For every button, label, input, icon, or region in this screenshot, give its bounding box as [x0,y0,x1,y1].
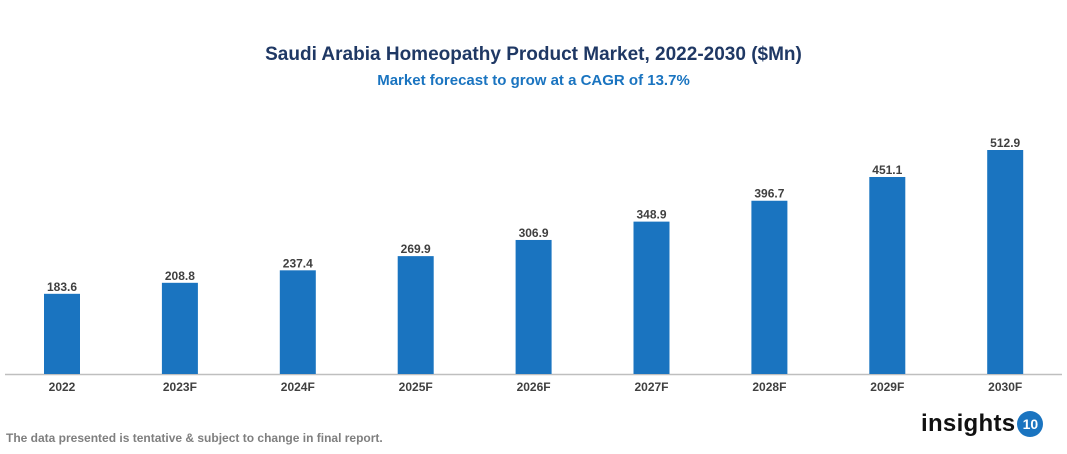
x-tick-label: 2030F [988,380,1022,394]
x-tick-label: 2026F [517,380,551,394]
insights10-logo: insights 10 [921,410,1044,438]
bar-2023F [161,282,198,374]
bar-2026F [515,239,552,374]
x-tick-label: 2028F [752,380,786,394]
bar-2029F [869,176,906,374]
bar-2030F [987,150,1024,374]
chart-subtitle: Market forecast to grow at a CAGR of 13.… [377,72,690,89]
footnote: The data presented is tentative & subjec… [6,431,383,445]
x-tick-label: 2022 [49,380,76,394]
x-tick-label: 2029F [870,380,904,394]
x-tick-label: 2027F [634,380,668,394]
x-tick-label: 2025F [399,380,433,394]
data-label: 306.9 [519,226,549,240]
bar-2028F [751,200,788,374]
data-label: 451.1 [872,163,902,177]
data-label: 237.4 [283,256,313,270]
logo-badge: 10 [1017,411,1044,437]
logo-text: insights [921,410,1016,437]
x-tick-label: 2024F [281,380,315,394]
bar-2024F [279,270,316,374]
bar-2027F [633,221,670,374]
data-label: 348.9 [636,208,666,222]
data-label: 208.8 [165,269,195,283]
data-label: 512.9 [990,136,1020,150]
bar-2025F [397,256,434,374]
chart-title: Saudi Arabia Homeopathy Product Market, … [265,44,802,65]
data-label: 269.9 [401,242,431,256]
x-tick-label: 2023F [163,380,197,394]
bar-2022 [44,293,80,374]
data-label: 396.7 [754,187,784,201]
data-label: 183.6 [47,280,77,294]
